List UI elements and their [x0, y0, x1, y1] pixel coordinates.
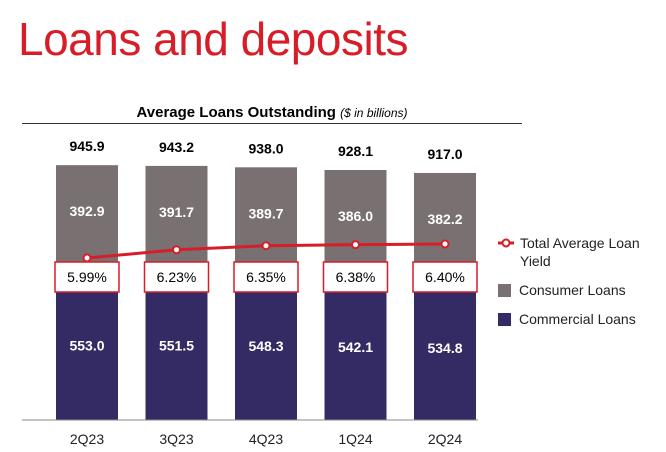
label-total: 943.2 — [159, 139, 194, 155]
yield-label: 6.40% — [425, 269, 465, 285]
label-consumer: 382.2 — [427, 211, 462, 227]
yield-label-box — [412, 261, 478, 293]
yield-point — [82, 253, 92, 263]
label-consumer: 391.7 — [159, 204, 194, 220]
label-commercial: 548.3 — [248, 338, 283, 354]
bar-commercial — [414, 275, 476, 420]
chart-subtitle: ($ in billions) — [340, 106, 408, 120]
label-consumer: 392.9 — [69, 203, 104, 219]
title-rule — [22, 123, 522, 124]
label-total: 917.0 — [427, 146, 462, 162]
legend-label-yield: Total Average Loan Yield — [520, 235, 640, 269]
chart-title-text: Average Loans Outstanding — [136, 104, 336, 121]
label-total: 938.0 — [248, 140, 283, 156]
page-title: Loans and deposits — [18, 13, 408, 65]
bar-commercial — [235, 272, 297, 420]
yield-label: 5.99% — [67, 269, 107, 285]
yield-point — [172, 245, 181, 255]
line-marker-icon — [498, 238, 514, 248]
bar-consumer — [235, 167, 297, 273]
bar-consumer — [56, 165, 118, 272]
yield-label-box — [233, 261, 299, 293]
label-commercial: 551.5 — [159, 338, 194, 354]
bar-consumer — [324, 169, 387, 274]
commercial-swatch — [498, 313, 511, 326]
legend-label-consumer: Consumer Loans — [519, 282, 626, 298]
bar-commercial — [145, 271, 208, 420]
label-commercial: 534.8 — [427, 340, 462, 356]
bar-consumer — [414, 172, 476, 276]
x-tick-label: 4Q23 — [249, 431, 283, 447]
x-tick-label: 1Q24 — [338, 431, 372, 447]
legend-label-commercial: Commercial Loans — [519, 311, 636, 327]
legend-item-consumer: Consumer Loans — [498, 281, 660, 299]
yield-label-box — [143, 261, 210, 293]
yield-point — [261, 241, 271, 251]
bar-commercial — [324, 273, 387, 420]
yield-label: 6.23% — [157, 269, 197, 285]
label-consumer: 389.7 — [248, 205, 283, 221]
legend-item-yield: Total Average Loan Yield — [498, 234, 660, 270]
label-consumer: 386.0 — [338, 208, 373, 224]
bar-commercial — [56, 271, 118, 420]
label-commercial: 553.0 — [69, 338, 104, 354]
label-commercial: 542.1 — [338, 339, 373, 355]
legend: Total Average Loan Yield Consumer Loans … — [498, 234, 660, 339]
yield-label-box — [322, 261, 389, 293]
x-tick-label: 3Q23 — [159, 431, 193, 447]
chart-title: Average Loans Outstanding ($ in billions… — [22, 104, 522, 121]
yield-label-box — [54, 261, 120, 293]
label-total: 945.9 — [69, 138, 104, 154]
legend-item-commercial: Commercial Loans — [498, 310, 660, 328]
consumer-swatch — [498, 284, 511, 297]
yield-label: 6.35% — [246, 269, 286, 285]
yield-point — [440, 239, 450, 249]
x-tick-label: 2Q23 — [70, 431, 104, 447]
label-total: 928.1 — [338, 143, 373, 159]
x-tick-label: 2Q24 — [428, 431, 462, 447]
yield-point — [351, 240, 360, 250]
yield-label: 6.38% — [336, 269, 376, 285]
